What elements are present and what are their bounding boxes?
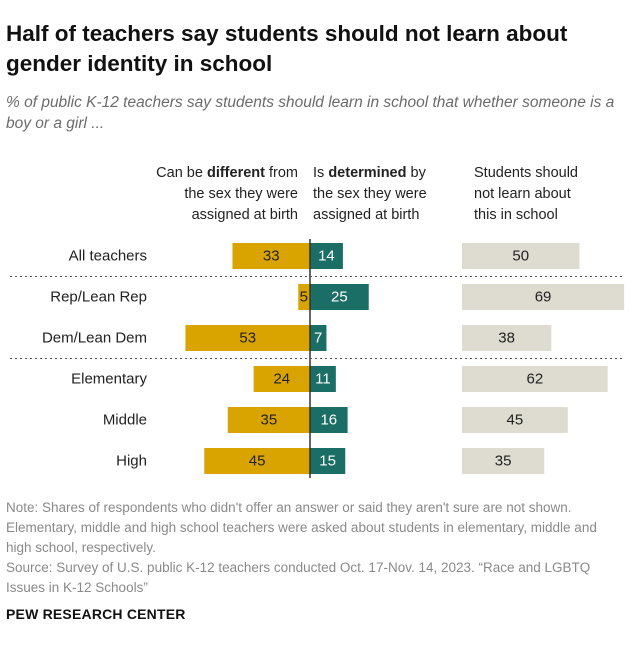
bar-not-learn [462,366,608,392]
value-label-not-learn: 35 [495,453,512,470]
bar-not-learn [462,243,580,269]
bar-not-learn [462,325,552,351]
column-header-not-learn-line3: this in school [474,207,558,223]
category-label: Rep/Lean Rep [50,289,147,306]
column-header-different-bold: different [206,165,265,181]
column-header-different-pre: Can be [156,165,207,181]
value-label-determined: 15 [319,453,336,470]
bar-not-learn [462,407,568,433]
bar-determined [310,325,327,351]
column-header-not-learn-line2: not learn about [474,186,571,202]
bar-determined [310,284,369,310]
column-header-different-post: from [264,165,298,181]
value-label-determined: 14 [318,248,335,265]
value-label-not-learn: 45 [507,412,524,429]
value-label-not-learn: 69 [535,289,552,306]
column-header-different-line3: assigned at birth [191,207,298,223]
bar-different [227,407,310,433]
value-label-different: 5 [300,289,308,306]
category-label: Dem/Lean Dem [42,330,147,347]
value-label-different: 53 [239,330,256,347]
value-label-determined: 11 [315,371,331,388]
bar-determined [310,243,343,269]
column-header-determined-line3: assigned at birth [313,207,420,223]
bar-chart: All teachers 33 14 50 Rep/Lean Rep 5 25 69 Dem/L… [10,239,625,478]
column-header-different: Can be different from the sex they were … [156,163,298,226]
category-label: Elementary [71,371,147,388]
bar-not-learn [462,284,625,310]
category-label: High [116,453,147,470]
bar-not-learn [462,448,545,474]
value-label-not-learn: 38 [498,330,515,347]
bar-different [232,243,310,269]
bar-determined [310,366,336,392]
bar-different [298,284,310,310]
chart-source: Source: Survey of U.S. public K-12 teach… [6,560,591,595]
column-header-determined: Is determined by the sex they were assig… [313,163,427,226]
brand-label: PEW RESEARCH CENTER [6,606,186,622]
chart-subtitle: % of public K-12 teachers say students s… [6,94,615,132]
bar-determined [310,448,346,474]
value-label-not-learn: 62 [527,371,544,388]
column-header-determined-bold: determined [328,165,407,181]
chart-note: Note: Shares of respondents who didn't o… [6,500,597,555]
value-label-different: 33 [263,248,280,265]
bar-different [253,366,310,392]
category-label: Middle [103,412,147,429]
column-header-determined-post: by [406,165,426,181]
column-header-determined-line2: the sex they were [313,186,427,202]
value-label-different: 24 [273,371,290,388]
value-label-not-learn: 50 [512,248,529,265]
bar-different [204,448,310,474]
column-header-not-learn: Students should not learn about this in … [474,163,578,226]
value-label-determined: 16 [320,412,337,429]
value-label-determined: 25 [331,289,348,306]
column-header-not-learn-line1: Students should [474,165,578,181]
chart-title: Half of teachers say students should not… [6,21,568,76]
value-label-determined: 7 [314,330,322,347]
category-label: All teachers [69,248,147,265]
bar-different [185,325,310,351]
bar-determined [310,407,348,433]
value-label-different: 35 [261,412,278,429]
column-header-different-line2: the sex they were [184,186,298,202]
column-header-determined-pre: Is [313,165,329,181]
value-label-different: 45 [249,453,266,470]
